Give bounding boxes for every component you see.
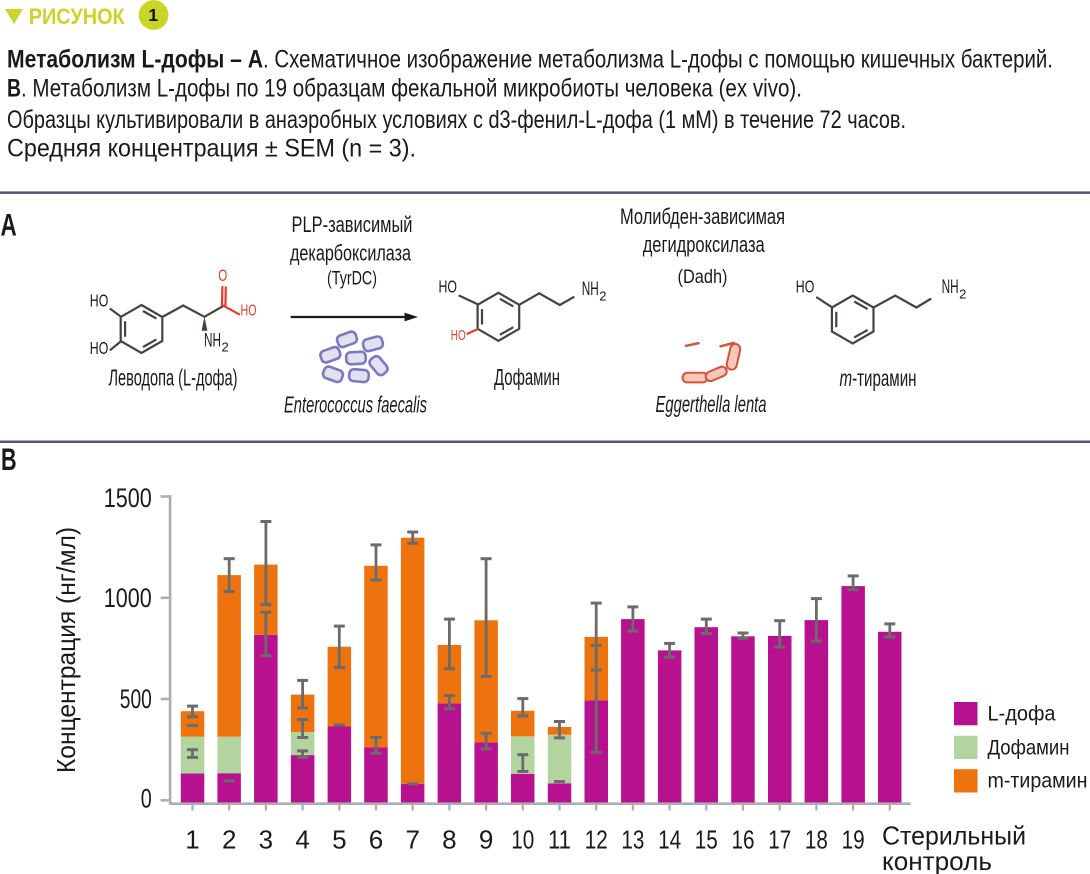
svg-text:2: 2 [599, 288, 606, 303]
svg-text:декарбоксилаза: декарбоксилаза [290, 240, 412, 265]
svg-text:6: 6 [369, 824, 383, 854]
svg-text:A: A [1, 207, 17, 243]
svg-text:дегидроксилаза: дегидроксилаза [643, 232, 766, 257]
svg-text:m-тирамин: m-тирамин [840, 365, 917, 391]
svg-text:B: B [7, 75, 21, 103]
svg-text:HO: HO [796, 276, 815, 296]
svg-text:1000: 1000 [104, 583, 152, 613]
svg-text:12: 12 [585, 824, 608, 854]
svg-text:5: 5 [332, 824, 346, 854]
svg-text:Дофамин: Дофамин [988, 736, 1070, 759]
svg-text:HO: HO [439, 277, 458, 297]
svg-text:Eggerthella lenta: Eggerthella lenta [656, 391, 767, 417]
svg-text:3: 3 [259, 824, 273, 854]
svg-text:16: 16 [732, 824, 755, 854]
svg-text:1: 1 [185, 824, 199, 854]
svg-text:(Dadh): (Dadh) [678, 266, 728, 288]
svg-text:Образцы культивировали в анаэр: Образцы культивировали в анаэробных усло… [7, 106, 906, 134]
svg-text:19: 19 [842, 824, 865, 854]
svg-text:B: B [1, 441, 17, 477]
svg-text:HO: HO [451, 328, 466, 344]
svg-text:Метаболизм L-дофы – A: Метаболизм L-дофы – A [7, 46, 263, 74]
svg-text:10: 10 [511, 824, 534, 854]
svg-text:Леводопа (L-дофа): Леводопа (L-дофа) [109, 365, 238, 391]
svg-text:NH: NH [582, 279, 599, 300]
svg-text:17: 17 [768, 824, 791, 854]
svg-text:. Схематичное изображение мета: . Схематичное изображение метаболизма L-… [263, 46, 1053, 74]
svg-text:NH: NH [204, 331, 221, 352]
svg-text:2: 2 [222, 824, 236, 854]
svg-text:2: 2 [222, 340, 229, 355]
svg-text:9: 9 [479, 824, 493, 854]
svg-text:15: 15 [695, 824, 718, 854]
svg-text:(TyrDC): (TyrDC) [327, 268, 377, 290]
svg-text:0: 0 [141, 783, 152, 813]
svg-text:500: 500 [120, 684, 152, 714]
svg-text:1: 1 [148, 5, 158, 25]
svg-text:14: 14 [658, 824, 681, 854]
svg-text:O: O [218, 266, 227, 285]
svg-text:Средняя концентрация ± SEM (n: Средняя концентрация ± SEM (n = 3). [7, 135, 416, 163]
svg-text:Стерильный: Стерильный [882, 820, 1026, 850]
svg-text:Дофамин: Дофамин [494, 364, 560, 390]
svg-text:1500: 1500 [104, 483, 152, 513]
svg-text:PLP-зависимый: PLP-зависимый [292, 212, 413, 237]
svg-text:18: 18 [805, 824, 828, 854]
svg-text:РИСУНОК: РИСУНОК [29, 4, 126, 29]
svg-text:11: 11 [548, 824, 571, 854]
svg-text:L-дофа: L-дофа [988, 703, 1056, 726]
svg-text:2: 2 [959, 286, 966, 301]
svg-text:Enterococcus faecalis: Enterococcus faecalis [284, 391, 427, 417]
svg-text:Молибден-зависимая: Молибден-зависимая [620, 204, 785, 229]
svg-text:контроль: контроль [882, 846, 992, 874]
svg-text:4: 4 [295, 824, 309, 854]
svg-text:7: 7 [405, 824, 419, 854]
svg-text:. Метаболизм L-дофы по 19 обра: . Метаболизм L-дофы по 19 образцам фекал… [21, 75, 802, 103]
svg-text:HO: HO [90, 291, 109, 311]
svg-text:13: 13 [621, 824, 644, 854]
svg-text:m-тирамин: m-тирамин [988, 770, 1088, 793]
svg-text:HO: HO [90, 338, 109, 358]
svg-text:HO: HO [241, 303, 257, 320]
svg-text:Концентрация (нг/мл): Концентрация (нг/мл) [51, 527, 81, 773]
svg-text:8: 8 [442, 824, 456, 854]
svg-text:NH: NH [942, 277, 959, 298]
